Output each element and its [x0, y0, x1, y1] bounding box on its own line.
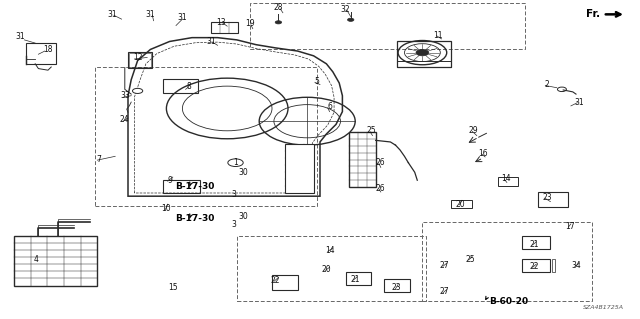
- Bar: [285, 144, 314, 193]
- Circle shape: [275, 21, 282, 24]
- Text: 31: 31: [574, 98, 584, 107]
- Text: 20: 20: [321, 265, 332, 274]
- Text: 9: 9: [167, 176, 172, 185]
- Text: 30: 30: [238, 212, 248, 221]
- Text: 22: 22: [530, 262, 539, 271]
- Bar: [26, 43, 56, 64]
- Text: 3: 3: [231, 190, 236, 199]
- Text: B-60-20: B-60-20: [489, 297, 529, 306]
- Text: 28: 28: [274, 4, 283, 12]
- Bar: [397, 41, 451, 67]
- Bar: [552, 259, 555, 272]
- Text: SZA4B1725A: SZA4B1725A: [583, 305, 624, 310]
- Text: 23: 23: [542, 193, 552, 202]
- Text: 31: 31: [15, 32, 26, 41]
- Text: 33: 33: [120, 91, 130, 100]
- Bar: [129, 53, 151, 67]
- Text: 14: 14: [500, 174, 511, 183]
- Bar: [211, 22, 238, 33]
- Bar: [346, 272, 371, 285]
- Bar: [14, 236, 97, 286]
- Text: 23: 23: [392, 283, 402, 292]
- Text: 5: 5: [314, 77, 319, 86]
- Text: B-17-30: B-17-30: [175, 182, 215, 191]
- Text: 8: 8: [186, 82, 191, 91]
- Text: 16: 16: [478, 149, 488, 158]
- Bar: [250, 3, 525, 49]
- Text: 14: 14: [324, 246, 335, 255]
- Text: 21: 21: [530, 240, 539, 249]
- Text: 25: 25: [465, 255, 476, 263]
- Bar: [451, 200, 472, 208]
- Text: Fr.: Fr.: [586, 9, 600, 19]
- Text: 24: 24: [120, 115, 130, 124]
- Text: 6: 6: [327, 102, 332, 111]
- Text: 18: 18: [44, 45, 52, 54]
- Bar: [538, 192, 568, 207]
- Text: 31: 31: [177, 13, 188, 22]
- Text: 34: 34: [571, 261, 581, 270]
- Bar: [422, 222, 592, 301]
- Text: 22: 22: [271, 276, 280, 285]
- Text: 21: 21: [351, 275, 360, 284]
- Bar: [384, 279, 410, 292]
- Text: 31: 31: [107, 10, 117, 19]
- Bar: [522, 236, 550, 249]
- Text: 30: 30: [238, 168, 248, 177]
- Text: 12: 12: [133, 53, 142, 62]
- Text: 26: 26: [376, 158, 386, 167]
- Bar: [128, 52, 152, 68]
- Text: 26: 26: [376, 184, 386, 193]
- Text: 17: 17: [564, 222, 575, 231]
- Text: B-17-30: B-17-30: [175, 214, 215, 223]
- Text: 7: 7: [97, 155, 102, 164]
- Bar: [522, 259, 550, 272]
- Text: 20: 20: [456, 200, 466, 209]
- Bar: [163, 180, 200, 193]
- Text: 10: 10: [161, 204, 172, 213]
- Text: 11: 11: [434, 31, 443, 40]
- Text: 31: 31: [206, 37, 216, 46]
- Circle shape: [132, 88, 143, 93]
- Text: 25: 25: [366, 126, 376, 135]
- Text: 27: 27: [440, 261, 450, 270]
- Circle shape: [416, 49, 429, 56]
- Text: 3: 3: [231, 220, 236, 229]
- Bar: [95, 67, 317, 206]
- Text: 4: 4: [34, 256, 39, 264]
- Circle shape: [228, 159, 243, 167]
- Bar: [237, 236, 426, 301]
- Text: 32: 32: [340, 5, 351, 14]
- Text: 15: 15: [168, 283, 178, 292]
- Text: 19: 19: [244, 19, 255, 28]
- Text: 13: 13: [216, 18, 226, 27]
- Circle shape: [348, 18, 354, 21]
- Text: 29: 29: [468, 126, 479, 135]
- Text: 2: 2: [545, 80, 550, 89]
- Bar: [272, 275, 298, 290]
- Text: 31: 31: [145, 10, 156, 19]
- Text: 27: 27: [440, 287, 450, 296]
- Bar: [498, 177, 518, 186]
- Bar: [349, 132, 376, 187]
- Bar: [163, 79, 198, 93]
- Text: 1: 1: [233, 158, 238, 167]
